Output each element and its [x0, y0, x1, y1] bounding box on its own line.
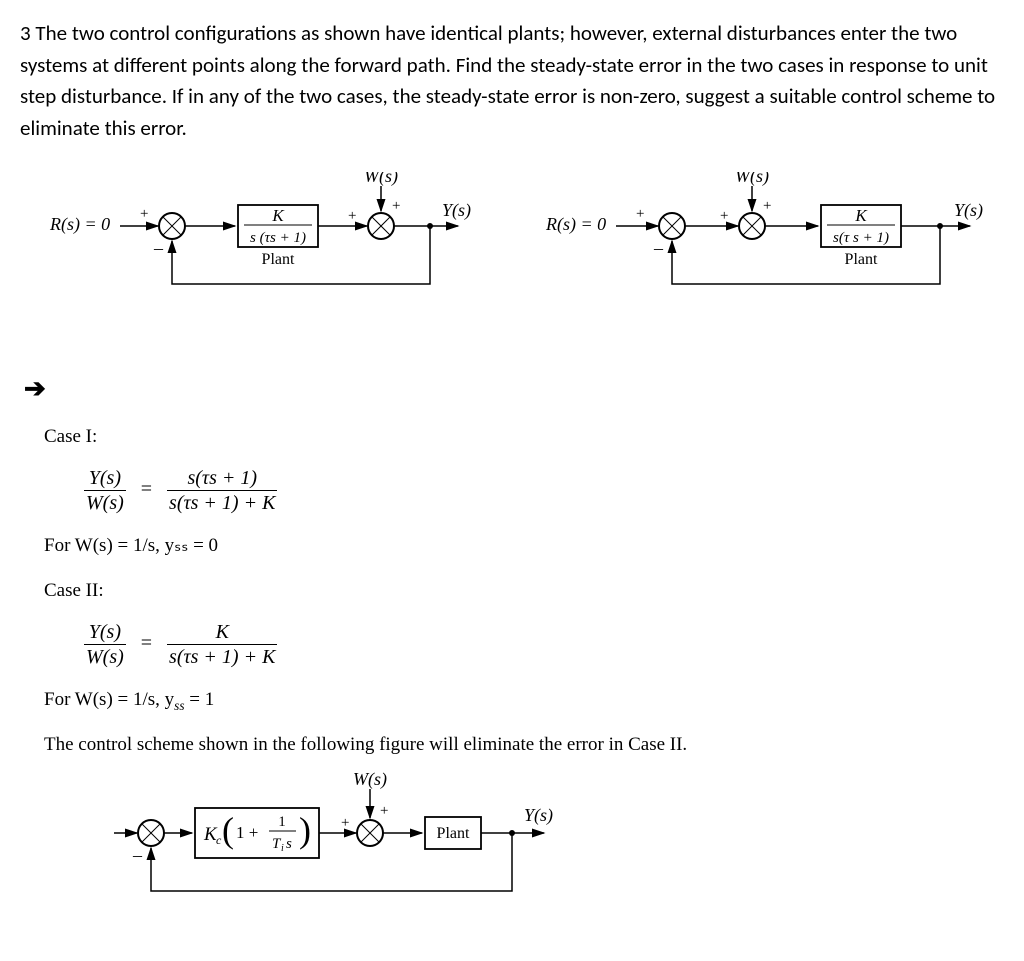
case-1-transfer-function: Y(s) W(s) = s(τs + 1) s(τs + 1) + K [84, 466, 1004, 515]
sign-plus-w: + [380, 803, 388, 819]
plant-k: K [271, 206, 285, 225]
label-w: W(s) [353, 771, 387, 790]
sign-plus: + [140, 206, 148, 222]
case-1-label: Case I: [44, 422, 1004, 452]
paren-close: ) [299, 810, 311, 850]
sign-plus: + [636, 206, 644, 222]
rhs-num: s(τs + 1) [167, 466, 277, 491]
label-y: Y(s) [524, 805, 553, 826]
one-plus: 1 + [236, 823, 258, 842]
diagram-pi-controller: – K c ( 1 + 1 T i s ) + W(s) [104, 771, 564, 921]
plant-den: s(τ s + 1) [833, 230, 889, 246]
plant-label: Plant [262, 251, 295, 268]
label-w: W(s) [735, 172, 769, 187]
case-2-label: Case II: [44, 576, 1004, 606]
for-post: = 1 [185, 689, 215, 710]
label-r: R(s) = 0 [545, 214, 606, 235]
diagram-case-2: R(s) = 0 + – + W(s) + K s(τ s + 1) Plant… [540, 172, 1000, 332]
sign-minus: – [153, 238, 164, 258]
lhs-den: W(s) [84, 491, 126, 515]
sign-plus-2: + [348, 208, 356, 224]
label-y: Y(s) [954, 200, 983, 221]
for-pre: For W(s) = 1/s, y [44, 689, 174, 710]
rhs-num: K [167, 620, 277, 645]
label-r: R(s) = 0 [49, 214, 110, 235]
frac-den-i: i [281, 843, 284, 854]
paren-open: ( [222, 810, 234, 850]
sign-plus-w: + [392, 198, 400, 214]
label-y: Y(s) [442, 200, 471, 221]
lhs-num: Y(s) [84, 466, 126, 491]
sign-plus: + [341, 815, 349, 831]
label-w: W(s) [364, 172, 398, 187]
frac-den-s: s [286, 836, 292, 852]
plant-label: Plant [437, 825, 470, 842]
rhs-den: s(τs + 1) + K [167, 645, 277, 669]
sign-plus-w: + [763, 198, 771, 214]
diagrams-row: R(s) = 0 + – K s (τs + 1) Plant + W(s) +… [40, 172, 1004, 332]
lhs-num: Y(s) [84, 620, 126, 645]
case-2-result: For W(s) = 1/s, yss = 1 [44, 685, 1004, 716]
sign-minus: – [653, 238, 664, 258]
plant-label: Plant [845, 251, 878, 268]
rhs-den: s(τs + 1) + K [167, 491, 277, 515]
scheme-paragraph: The control scheme shown in the followin… [44, 730, 824, 760]
sign-plus-2: + [720, 208, 728, 224]
arrow-icon: ➔ [24, 372, 1004, 404]
solution-block: Case I: Y(s) W(s) = s(τs + 1) s(τs + 1) … [44, 422, 1004, 921]
case-1-result: For W(s) = 1/s, yₛₛ = 0 [44, 531, 1004, 561]
plant-den: s (τs + 1) [250, 230, 306, 246]
lhs-den: W(s) [84, 645, 126, 669]
sign-minus: – [132, 845, 143, 865]
problem-statement: 3 The two control configurations as show… [20, 18, 1004, 144]
plant-k: K [854, 206, 868, 225]
diagram-case-1: R(s) = 0 + – K s (τs + 1) Plant + W(s) +… [40, 172, 480, 332]
case-2-transfer-function: Y(s) W(s) = K s(τs + 1) + K [84, 620, 1004, 669]
frac-num: 1 [278, 814, 286, 830]
